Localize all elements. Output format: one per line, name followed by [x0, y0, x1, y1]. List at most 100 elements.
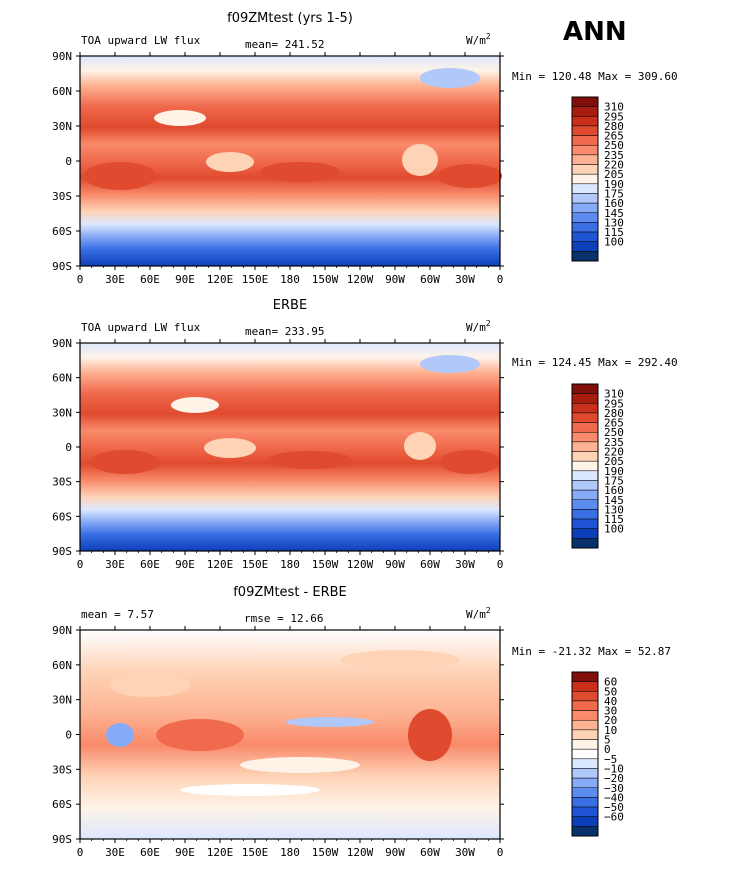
colorbar-label: 160	[604, 197, 624, 210]
colorbar-box	[571, 739, 599, 750]
colorbar: 3102952802652502352202051901751601451301…	[571, 96, 624, 262]
minmax-label: Min = -21.32 Max = 52.87	[512, 645, 671, 658]
colorbar-label: −30	[604, 782, 624, 795]
y-tick-label: 60S	[52, 798, 72, 811]
x-tick-label: 0	[497, 846, 504, 859]
colorbar-box	[571, 748, 599, 760]
colorbar-box	[571, 826, 599, 837]
colorbar-box	[571, 441, 599, 452]
x-tick-label: 120W	[347, 558, 374, 571]
x-tick-label: 120W	[347, 846, 374, 859]
colorbar-label: 310	[604, 388, 624, 401]
colorbar-box	[571, 135, 599, 146]
x-tick-label: 30W	[455, 273, 475, 286]
y-tick-label: 30N	[52, 694, 72, 707]
colorbar-box	[571, 681, 599, 692]
y-tick-label: 0	[65, 155, 72, 168]
x-tick-label: 150W	[312, 558, 339, 571]
colorbar-label: 20	[604, 714, 617, 727]
colorbar-box	[571, 499, 599, 510]
minmax-label: Min = 120.48 Max = 309.60	[512, 70, 678, 83]
colorbar-box	[571, 164, 599, 175]
x-tick-label: 90E	[175, 846, 195, 859]
colorbar-label: 220	[604, 446, 624, 459]
panel-difference: f09ZMtest - ERBE mean = 7.57 rmse = 12.6…	[52, 585, 671, 859]
x-tick-label: 30E	[105, 846, 125, 859]
x-tick-label: 30E	[105, 273, 125, 286]
panel-model: f09ZMtest (yrs 1-5) TOA upward LW flux m…	[52, 11, 677, 286]
colorbar-box	[571, 154, 599, 165]
colorbar-box	[571, 777, 599, 789]
colorbar-label: 145	[604, 494, 624, 507]
season-label: ANN	[563, 17, 627, 47]
colorbar-label: 235	[604, 436, 624, 449]
colorbar-box	[571, 183, 599, 194]
colorbar-box	[571, 431, 599, 443]
y-tick-label: 30N	[52, 120, 72, 133]
x-tick-label: 180	[280, 558, 300, 571]
y-tick-label: 0	[65, 441, 72, 454]
x-tick-label: 60E	[140, 846, 160, 859]
colorbar-box	[571, 193, 599, 204]
colorbar-label: 50	[604, 685, 617, 698]
colorbar-box	[571, 212, 599, 223]
colorbar-label: 280	[604, 120, 624, 133]
field-anomalies	[84, 68, 502, 190]
mean-label: mean= 233.95	[245, 325, 324, 338]
x-tick-label: 120E	[207, 273, 234, 286]
x-tick-label: 0	[497, 273, 504, 286]
units-label: W/m2	[466, 606, 491, 621]
colorbar-boxes	[571, 96, 599, 262]
colorbar-label: 5	[604, 734, 611, 747]
y-tick-label: 30S	[52, 190, 72, 203]
colorbar-label: 205	[604, 455, 624, 468]
panel-title: ERBE	[273, 298, 307, 313]
colorbar-box	[571, 758, 599, 769]
colorbar-label: 115	[604, 513, 624, 526]
x-tick-label: 180	[280, 273, 300, 286]
colorbar-box	[571, 787, 599, 798]
colorbar-box	[571, 393, 599, 404]
colorbar-box	[571, 144, 599, 156]
y-tick-label: 0	[65, 729, 72, 742]
colorbar: 3102952802652502352202051901751601451301…	[571, 383, 624, 549]
x-tick-label: 60E	[140, 558, 160, 571]
x-tick-label: 90W	[385, 846, 405, 859]
colorbar-box	[571, 768, 599, 779]
colorbar-box	[571, 96, 599, 107]
x-tick-label: 30W	[455, 846, 475, 859]
colorbar-boxes	[571, 671, 599, 837]
colorbar-box	[571, 710, 599, 721]
colorbar-boxes	[571, 383, 599, 549]
colorbar-box	[571, 231, 599, 242]
colorbar-label: 115	[604, 226, 624, 239]
colorbar-label: 235	[604, 149, 624, 162]
colorbar-box	[571, 509, 599, 520]
variable-label: TOA upward LW flux	[81, 34, 201, 47]
y-tick-label: 90N	[52, 50, 72, 63]
colorbar-box	[571, 222, 599, 233]
colorbar-box	[571, 797, 599, 808]
units-label: W/m2	[466, 319, 491, 334]
colorbar-box	[571, 125, 599, 136]
colorbar-label: 250	[604, 426, 624, 439]
units-label: W/m2	[466, 32, 491, 47]
colorbar-box	[571, 451, 599, 462]
colorbar-label: 295	[604, 110, 624, 123]
x-tick-label: 30W	[455, 558, 475, 571]
colorbar-frame	[571, 96, 599, 262]
field-anomalies	[106, 650, 460, 796]
field-anomalies	[91, 355, 500, 474]
colorbar-box	[571, 403, 599, 414]
x-tick-label: 0	[77, 846, 84, 859]
colorbar-label: 265	[604, 417, 624, 430]
colorbar-box	[571, 700, 599, 711]
panel-title: f09ZMtest - ERBE	[233, 585, 347, 600]
x-tick-label: 120E	[207, 846, 234, 859]
colorbar-box	[571, 202, 599, 214]
colorbar-box	[571, 489, 599, 501]
colorbar-box	[571, 251, 599, 262]
y-tick-label: 60N	[52, 372, 72, 385]
